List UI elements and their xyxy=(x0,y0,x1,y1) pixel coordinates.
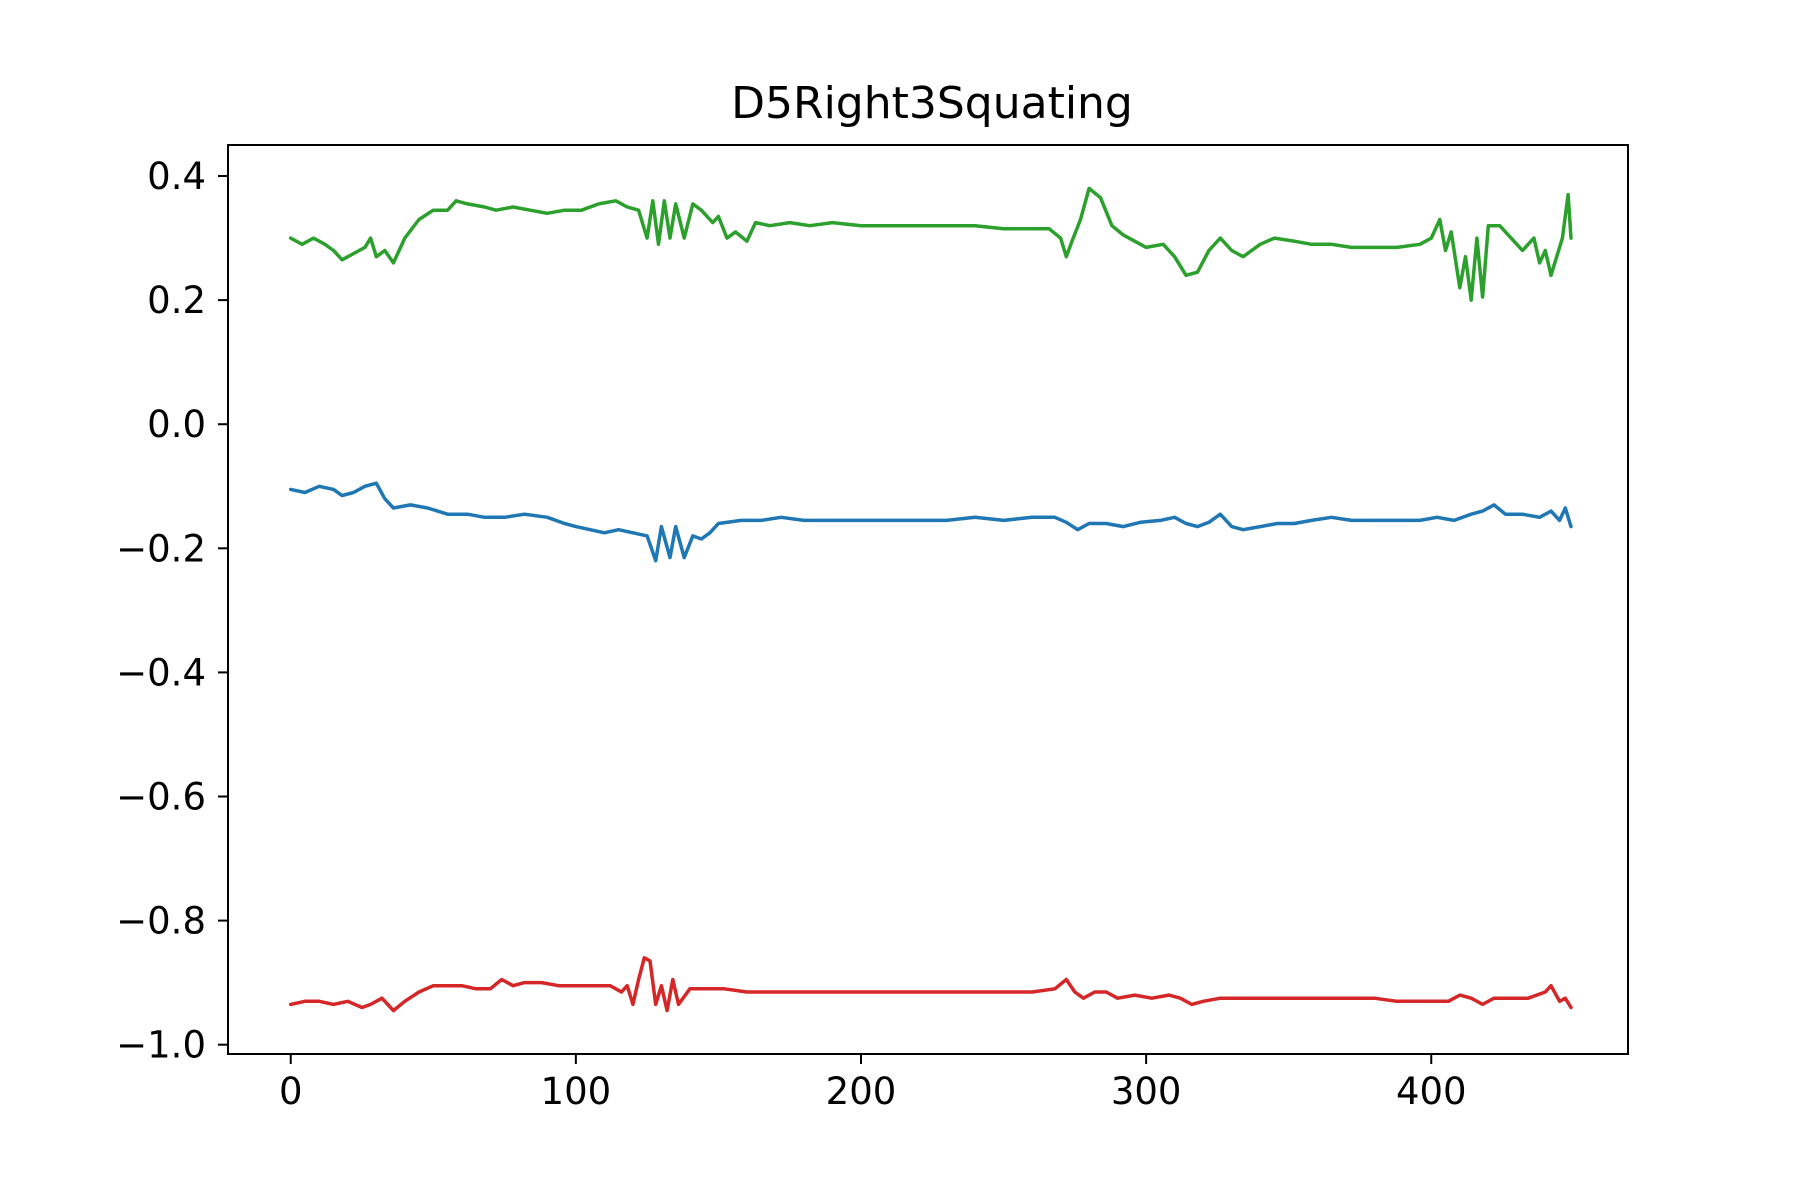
x-tick-label: 200 xyxy=(826,1070,897,1113)
series-line-2 xyxy=(288,186,1573,302)
chart-title: D5Right3Squating xyxy=(731,78,1133,129)
x-tick-label: 400 xyxy=(1396,1070,1467,1113)
y-tick-label: 0.4 xyxy=(147,155,206,198)
x-tick-label: 300 xyxy=(1111,1070,1182,1113)
y-tick-label: 0.2 xyxy=(147,279,206,322)
series-line-1 xyxy=(288,481,1573,563)
y-tick-label: −1.0 xyxy=(116,1024,206,1067)
x-tick-label: 0 xyxy=(279,1070,303,1113)
plot-frame xyxy=(227,144,1629,1055)
x-tick-label: 100 xyxy=(541,1070,612,1113)
y-tick-label: −0.8 xyxy=(116,900,206,943)
y-tick-label: −0.2 xyxy=(116,527,206,570)
y-tick-label: −0.4 xyxy=(116,651,206,694)
series-line-3 xyxy=(288,956,1573,1013)
series-layer xyxy=(288,186,1573,1013)
y-tick-label: −0.6 xyxy=(116,776,206,819)
y-tick-label: 0.0 xyxy=(147,403,206,446)
axes-layer: 0 100 200 300 400 0.4 0.2 0.0 −0.2 −0.4 −0.6 −0.8 −1… xyxy=(116,144,1629,1113)
